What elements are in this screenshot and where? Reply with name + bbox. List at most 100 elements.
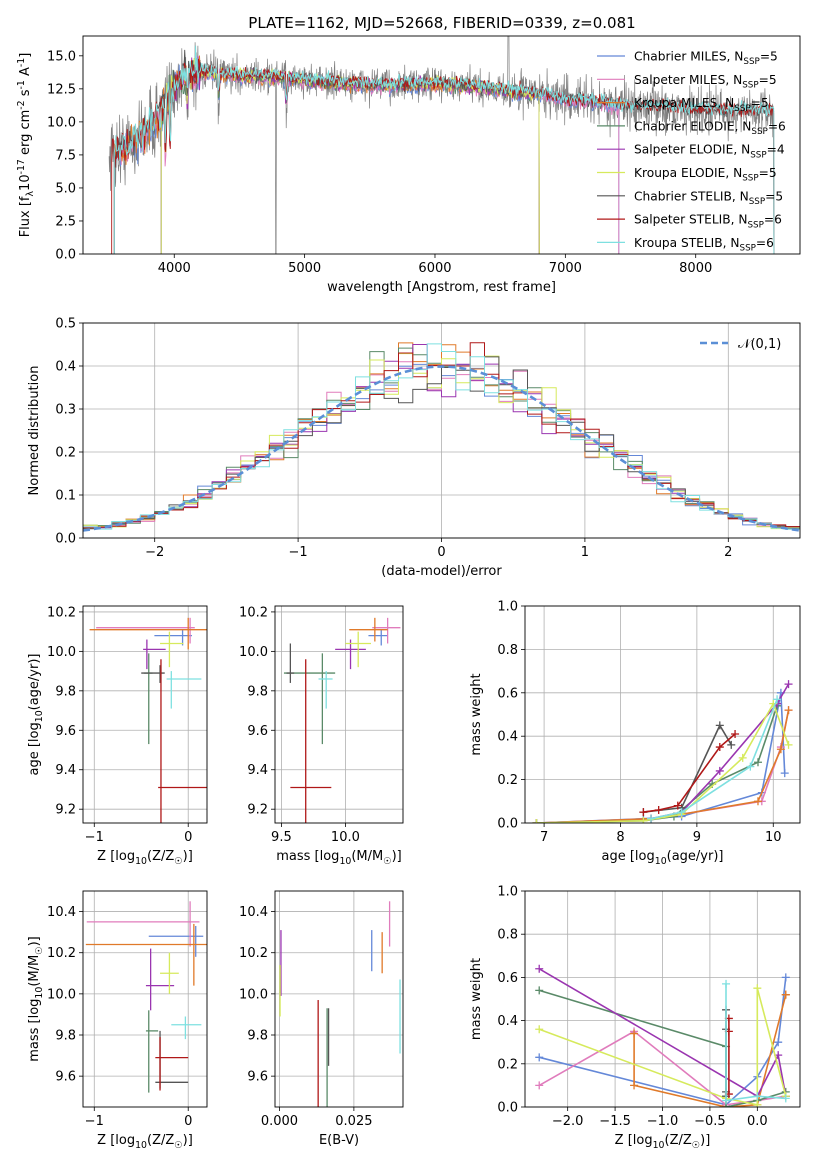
x-tick-label: 1 xyxy=(581,545,589,560)
x-tick-label: −1 xyxy=(289,545,308,560)
weight-series xyxy=(722,979,790,1105)
weight-marker xyxy=(722,979,731,988)
x-tick-label: 6000 xyxy=(418,261,451,276)
weight-marker xyxy=(639,816,648,823)
errorbar-point xyxy=(349,617,388,642)
errorbar-point xyxy=(160,952,179,994)
x-tick-label: 4000 xyxy=(158,261,191,276)
normal-curve xyxy=(83,365,800,532)
weight-marker xyxy=(722,1096,731,1105)
weight-marker xyxy=(753,1092,762,1101)
weight-marker xyxy=(753,1100,762,1107)
weight-line xyxy=(650,699,778,820)
errorbar-point xyxy=(96,617,195,644)
y-tick-label: 1.0 xyxy=(497,885,518,900)
weight-marker xyxy=(715,721,724,730)
legend-label: Chabrier STELIB, NSSP=5 xyxy=(634,189,783,207)
y-tick-label: 10.2 xyxy=(47,605,76,620)
mass-weight-vs-Z-marks xyxy=(535,964,790,1107)
weight-marker xyxy=(715,766,724,775)
residual-histogram-marks xyxy=(83,342,800,532)
plot-layer: 4000 5000 6000 7000 80000.02.55.07.510.012.5… xyxy=(16,35,801,1151)
x-tick-label: −0.5 xyxy=(694,1114,726,1129)
x-tick-label: −1.5 xyxy=(599,1114,631,1129)
y-tick-label: 0.4 xyxy=(497,1014,518,1029)
age-vs-Z-plot: −1 0 9.2 9.4 9.6 9.8 10.0 10.2 Z [log10(Z/Z☉)] ag… xyxy=(27,605,208,867)
x-tick-label: 10.0 xyxy=(331,830,360,845)
x-axis-label: Z [log10(Z/Z☉)] xyxy=(615,1133,711,1151)
weight-marker xyxy=(784,740,793,749)
y-tick-label: 0.2 xyxy=(497,1057,518,1072)
x-axis-label: Z [log10(Z/Z☉)] xyxy=(97,849,193,867)
y-tick-label: 0.3 xyxy=(55,403,76,418)
x-tick-label: 0.000 xyxy=(261,1114,298,1129)
x-tick-label: 2 xyxy=(724,545,732,560)
y-tick-label: 1.0 xyxy=(497,600,518,615)
weight-marker xyxy=(535,964,544,973)
mass-vs-Z-marks xyxy=(85,901,207,1093)
weight-marker xyxy=(535,1081,544,1090)
x-axis-label: (data-model)/error xyxy=(381,564,502,579)
x-tick-label: 10 xyxy=(765,830,782,845)
y-tick-label: 10.4 xyxy=(239,905,268,920)
x-axis-label: wavelength [Angstrom, rest frame] xyxy=(327,280,556,295)
spectrum-plot: 4000 5000 6000 7000 8000 0.0 2.5 5.0 7.5 10.0 12.5… xyxy=(16,35,801,295)
weight-marker xyxy=(673,801,682,810)
errorbar-point xyxy=(372,617,401,644)
legend-label: 𝒩(0,1) xyxy=(738,337,781,352)
y-tick-label: 9.6 xyxy=(247,1070,268,1085)
weight-marker xyxy=(647,814,656,823)
x-axis-label: E(B-V) xyxy=(319,1133,359,1148)
x-axis-label: Z [log10(Z/Z☉)] xyxy=(97,1133,193,1151)
axes-frame xyxy=(524,890,801,1108)
y-tick-label: 9.8 xyxy=(247,684,268,699)
weight-marker xyxy=(780,769,789,778)
errorbar-point xyxy=(154,629,192,646)
y-tick-label: 5.0 xyxy=(55,181,76,196)
legend-label: Salpeter MILES, NSSP=5 xyxy=(634,73,777,91)
x-tick-label: 0 xyxy=(184,830,192,845)
y-tick-label: 10.2 xyxy=(239,605,268,620)
y-tick-label: 0.2 xyxy=(55,446,76,461)
weight-marker xyxy=(715,743,724,752)
residual-histogram-plot: −2 −1 0 1 2 0.0 0.1 0.2 0.3 0.4 0.5 (data-model)/er… xyxy=(27,317,801,579)
mass-weight-vs-Z-plot: −2.0 −1.5 −1.0 −0.5 0.0 0.0 0.2 0.4 0.6 0.8 1.0 Z [… xyxy=(469,885,801,1151)
y-axis-label: Normed distribution xyxy=(27,366,42,496)
legend-label: Salpeter ELODIE, NSSP=4 xyxy=(634,143,785,161)
weight-marker xyxy=(753,984,762,993)
axes-frame xyxy=(82,890,208,1108)
errorbar-point xyxy=(86,901,200,947)
y-tick-label: 9.4 xyxy=(247,763,268,778)
weight-marker xyxy=(776,745,785,754)
weight-marker xyxy=(773,695,782,704)
axes-frame xyxy=(82,35,801,255)
x-tick-label: 0.0 xyxy=(747,1114,768,1129)
weight-marker xyxy=(727,740,736,749)
weight-marker xyxy=(781,973,790,982)
axes-frame xyxy=(274,890,404,1108)
y-tick-label: 9.8 xyxy=(247,1029,268,1044)
legend-label: Chabrier MILES, NSSP=5 xyxy=(634,50,778,68)
weight-line xyxy=(633,994,787,1107)
y-tick-label: 0.0 xyxy=(55,532,76,547)
y-tick-label: 9.2 xyxy=(247,803,268,818)
errorbar-point xyxy=(318,671,333,709)
age-vs-Z-marks xyxy=(89,617,207,823)
y-tick-label: 10.0 xyxy=(239,645,268,660)
y-tick-label: 0.6 xyxy=(497,686,518,701)
weight-marker xyxy=(532,819,541,823)
weight-marker xyxy=(630,1029,639,1038)
y-tick-label: 15.0 xyxy=(47,49,76,64)
y-tick-label: 9.6 xyxy=(55,724,76,739)
y-tick-label: 0.8 xyxy=(497,928,518,943)
weight-marker xyxy=(535,1053,544,1062)
weight-marker xyxy=(784,680,793,689)
legend-label: Salpeter STELIB, NSSP=6 xyxy=(634,213,782,231)
weight-marker xyxy=(639,808,648,817)
y-tick-label: 9.2 xyxy=(55,803,76,818)
x-tick-label: −2.0 xyxy=(552,1114,584,1129)
errorbar-point xyxy=(145,1010,159,1093)
weight-marker xyxy=(677,808,686,817)
y-tick-label: 9.8 xyxy=(55,684,76,699)
errorbar-point xyxy=(286,643,295,683)
